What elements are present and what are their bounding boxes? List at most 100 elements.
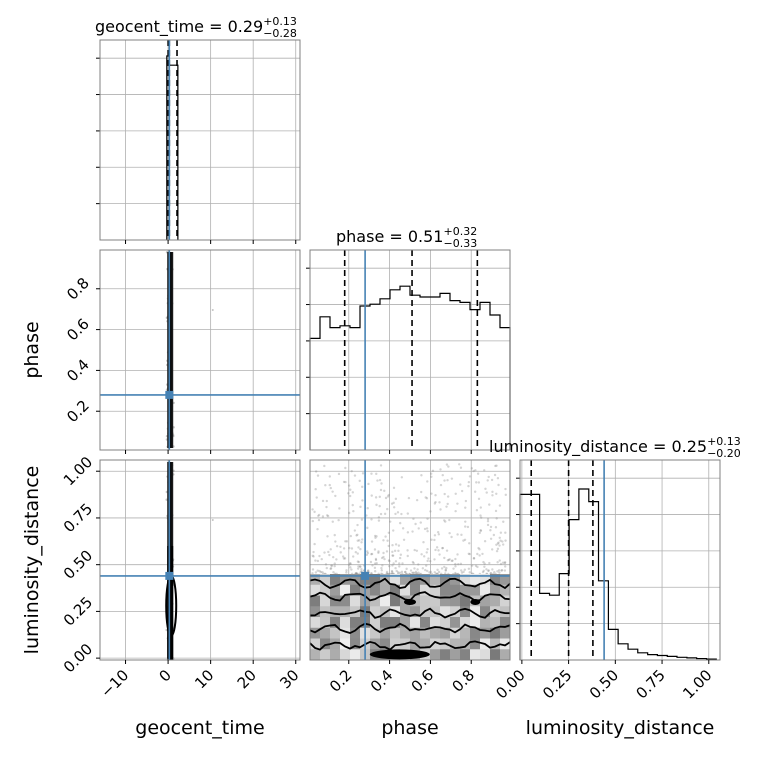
scatter-point [353,474,357,477]
scatter-point [351,491,355,494]
scatter-point [319,570,323,574]
density-cell [450,584,461,597]
scatter-point [433,534,437,537]
scatter-point [490,478,494,482]
scatter-point [392,501,395,505]
scatter-point [400,512,403,516]
density-cell [340,649,351,661]
density-cell [500,649,511,661]
density-cell [310,638,321,650]
scatter-point [405,567,408,571]
scatter-point [370,552,374,556]
scatter-point [361,472,365,475]
y-axis-label-phase: phase [21,321,43,378]
scatter-point [391,564,394,567]
scatter-point [314,488,317,491]
density-peak [404,599,416,606]
scatter-point [425,527,429,530]
density-cell [440,606,451,618]
scatter-point [487,569,490,572]
density-cell [430,584,441,597]
density-cell [350,649,361,661]
scatter-point [478,548,481,551]
scatter-point [468,571,471,574]
histogram-panel-phase [306,249,511,454]
scatter-point [323,551,326,554]
density-cell [320,574,331,586]
scatter-point [351,555,355,558]
density-cell [330,574,341,586]
scatter-point [379,512,383,516]
title-plus: +0.13 [263,15,297,28]
scatter-point [486,523,490,527]
density-cell [320,595,331,607]
scatter-point [402,538,406,541]
scatter-point [337,472,341,476]
scatter-point [428,571,431,574]
density-cell [450,606,461,618]
scatter-point [343,557,347,560]
panel-2d-geocent_time-phase [96,249,301,454]
scatter-point [472,469,475,473]
density-cell [490,627,501,640]
title-minus: −0.28 [263,27,297,40]
scatter-point [490,548,494,551]
scatter-point [329,567,332,571]
scatter-point [420,490,423,494]
scatter-point [429,570,433,574]
scatter-point [475,508,479,512]
scatter-point [412,517,415,521]
density-cell [460,627,471,640]
scatter-point [434,494,437,497]
scatter-point [489,537,493,540]
scatter-point [495,492,498,495]
density-cell [370,617,381,629]
density-cell [430,606,441,618]
scatter-point [360,538,364,541]
x-axis-label-luminosity_distance: luminosity_distance [526,717,715,739]
scatter-point [426,569,429,573]
scatter-point [360,541,363,544]
scatter-point [489,525,493,529]
scatter-point [456,553,459,556]
scatter-point [395,569,398,573]
density-cell [320,584,331,597]
scatter-point [211,309,214,311]
scatter-point [478,531,482,535]
scatter-point [498,571,501,574]
scatter-point [375,503,378,507]
scatter-point [359,547,362,551]
scatter-point [479,506,482,509]
scatter-point [413,548,416,552]
scatter-point [438,553,441,556]
scatter-point [445,566,448,570]
scatter-point [486,519,490,523]
scatter-point [387,544,390,548]
scatter-point [483,562,486,565]
scatter-point [457,562,460,566]
scatter-point [426,517,429,520]
scatter-point [355,571,358,575]
density-cell [380,627,391,640]
scatter-point [358,479,361,483]
scatter-point [491,490,494,494]
density-cell [370,606,381,618]
density-cell [350,638,361,650]
scatter-point [486,479,489,482]
density-cell [480,584,491,597]
density-cell [400,606,411,618]
scatter-point [499,562,503,566]
scatter-point [444,568,447,572]
density-cell [460,606,471,618]
density-cell [460,617,471,629]
density-cell [440,584,451,597]
scatter-point [492,533,496,537]
scatter-point [328,553,331,557]
scatter-point [325,499,328,503]
scatter-point [342,547,346,550]
scatter-point [394,543,398,546]
scatter-point [434,500,437,504]
scatter-point [422,541,425,544]
scatter-point [459,562,463,565]
scatter-point [433,558,436,561]
